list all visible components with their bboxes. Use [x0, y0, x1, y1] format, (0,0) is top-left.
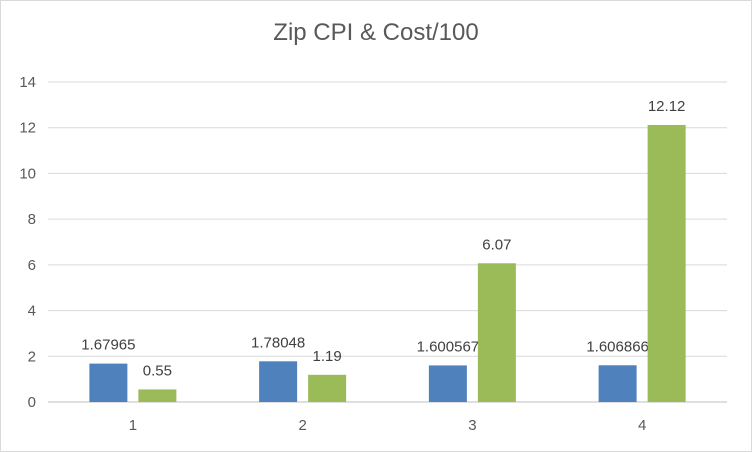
data-label: 6.07	[482, 236, 511, 253]
bar-series-1-cat-4	[598, 365, 637, 402]
chart-title: Zip CPI & Cost/100	[273, 19, 479, 46]
bar-series-2-cat-4	[647, 124, 686, 402]
bar-series-1-cat-2	[259, 361, 298, 402]
bar-series-2-cat-1	[138, 389, 177, 402]
y-tick-label: 12	[19, 120, 36, 137]
x-tick-label: 1	[129, 417, 137, 434]
data-label: 1.606866	[586, 338, 649, 355]
x-tick-label: 4	[638, 417, 646, 434]
bar-series-1-cat-3	[428, 365, 467, 402]
y-tick-label: 0	[28, 394, 36, 411]
data-label: 1.19	[313, 348, 342, 365]
y-tick-label: 10	[19, 165, 36, 182]
bar-series-2-cat-3	[477, 263, 516, 402]
y-tick-label: 8	[28, 211, 36, 228]
data-label: 1.67965	[81, 337, 135, 354]
data-label: 12.12	[648, 98, 686, 115]
y-tick-label: 6	[28, 257, 36, 274]
data-label: 0.55	[143, 362, 172, 379]
bar-series-2-cat-2	[308, 374, 347, 402]
y-tick-label: 14	[19, 74, 36, 91]
data-label: 1.600567	[417, 338, 480, 355]
x-tick-label: 2	[298, 417, 306, 434]
y-tick-label: 4	[28, 303, 36, 320]
y-tick-label: 2	[28, 348, 36, 365]
data-label: 1.78048	[251, 334, 305, 351]
x-tick-label: 3	[468, 417, 476, 434]
bar-series-1-cat-1	[89, 363, 128, 402]
